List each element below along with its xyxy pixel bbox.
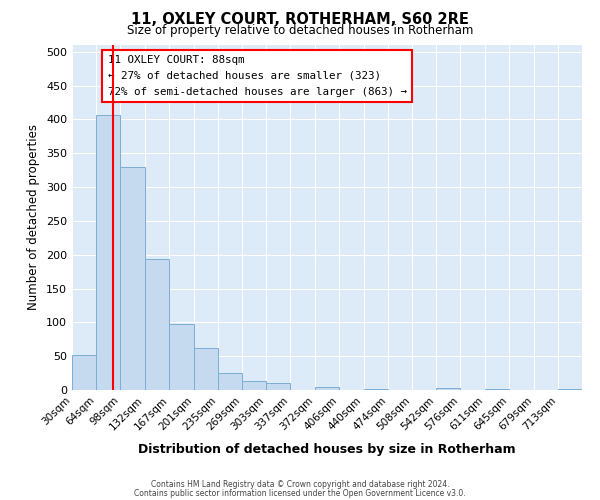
Bar bbox=[558, 388, 582, 390]
Bar bbox=[242, 380, 266, 390]
Text: 11 OXLEY COURT: 88sqm
← 27% of detached houses are smaller (323)
72% of semi-det: 11 OXLEY COURT: 88sqm ← 27% of detached … bbox=[108, 56, 407, 96]
X-axis label: Distribution of detached houses by size in Rotherham: Distribution of detached houses by size … bbox=[138, 443, 516, 456]
Bar bbox=[194, 348, 218, 390]
Bar bbox=[364, 388, 388, 390]
Bar bbox=[315, 386, 340, 390]
Bar bbox=[96, 116, 121, 390]
Bar bbox=[121, 167, 145, 390]
Text: 11, OXLEY COURT, ROTHERHAM, S60 2RE: 11, OXLEY COURT, ROTHERHAM, S60 2RE bbox=[131, 12, 469, 28]
Text: Size of property relative to detached houses in Rotherham: Size of property relative to detached ho… bbox=[127, 24, 473, 37]
Bar bbox=[145, 260, 169, 390]
Bar bbox=[72, 355, 96, 390]
Bar bbox=[485, 388, 509, 390]
Text: Contains public sector information licensed under the Open Government Licence v3: Contains public sector information licen… bbox=[134, 488, 466, 498]
Bar bbox=[436, 388, 460, 390]
Bar bbox=[266, 383, 290, 390]
Text: Contains HM Land Registry data © Crown copyright and database right 2024.: Contains HM Land Registry data © Crown c… bbox=[151, 480, 449, 489]
Bar bbox=[218, 373, 242, 390]
Bar bbox=[169, 324, 194, 390]
Y-axis label: Number of detached properties: Number of detached properties bbox=[28, 124, 40, 310]
